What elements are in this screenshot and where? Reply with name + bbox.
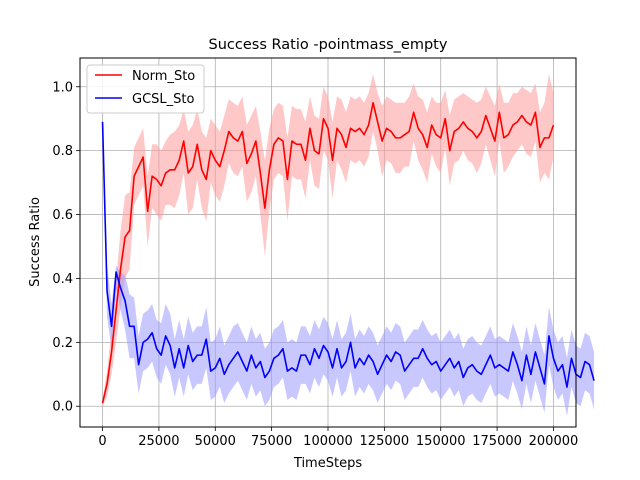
y-tick-label: 0.2 xyxy=(52,336,73,351)
y-tick-label: 0.8 xyxy=(52,144,73,159)
legend-label-norm-sto: Norm_Sto xyxy=(132,69,195,84)
x-tick-label: 100000 xyxy=(303,434,353,449)
x-axis-ticks: 0 25000 50000 75000 100000 125000 150000 175000… xyxy=(98,427,578,449)
legend: Norm_Sto GCSL_Sto xyxy=(86,64,205,114)
legend-box xyxy=(86,64,205,114)
x-tick-label: 25000 xyxy=(138,434,179,449)
y-axis-label: Success Ratio xyxy=(28,197,43,287)
x-tick-label: 200000 xyxy=(529,434,579,449)
band-norm-sto xyxy=(102,73,554,407)
x-tick-label: 125000 xyxy=(360,434,410,449)
x-tick-label: 175000 xyxy=(472,434,522,449)
x-tick-label: 75000 xyxy=(251,434,292,449)
x-tick-label: 0 xyxy=(98,434,106,449)
y-tick-label: 1.0 xyxy=(52,80,73,95)
line-gcsl-sto xyxy=(101,121,595,388)
x-axis-label: TimeSteps xyxy=(293,456,362,471)
line-norm-sto xyxy=(101,101,555,404)
legend-label-gcsl-sto: GCSL_Sto xyxy=(132,92,194,107)
y-tick-label: 0.4 xyxy=(52,272,73,287)
band-gcsl-sto xyxy=(102,118,595,416)
series-lines xyxy=(101,101,595,404)
y-axis-ticks: 0.0 0.2 0.4 0.6 0.8 1.0 xyxy=(52,80,80,415)
x-tick-label: 150000 xyxy=(416,434,466,449)
y-tick-label: 0.0 xyxy=(52,400,73,415)
confidence-bands xyxy=(102,73,595,416)
y-tick-label: 0.6 xyxy=(52,208,73,223)
x-tick-label: 50000 xyxy=(195,434,236,449)
chart-title: Success Ratio -pointmass_empty xyxy=(209,37,448,53)
